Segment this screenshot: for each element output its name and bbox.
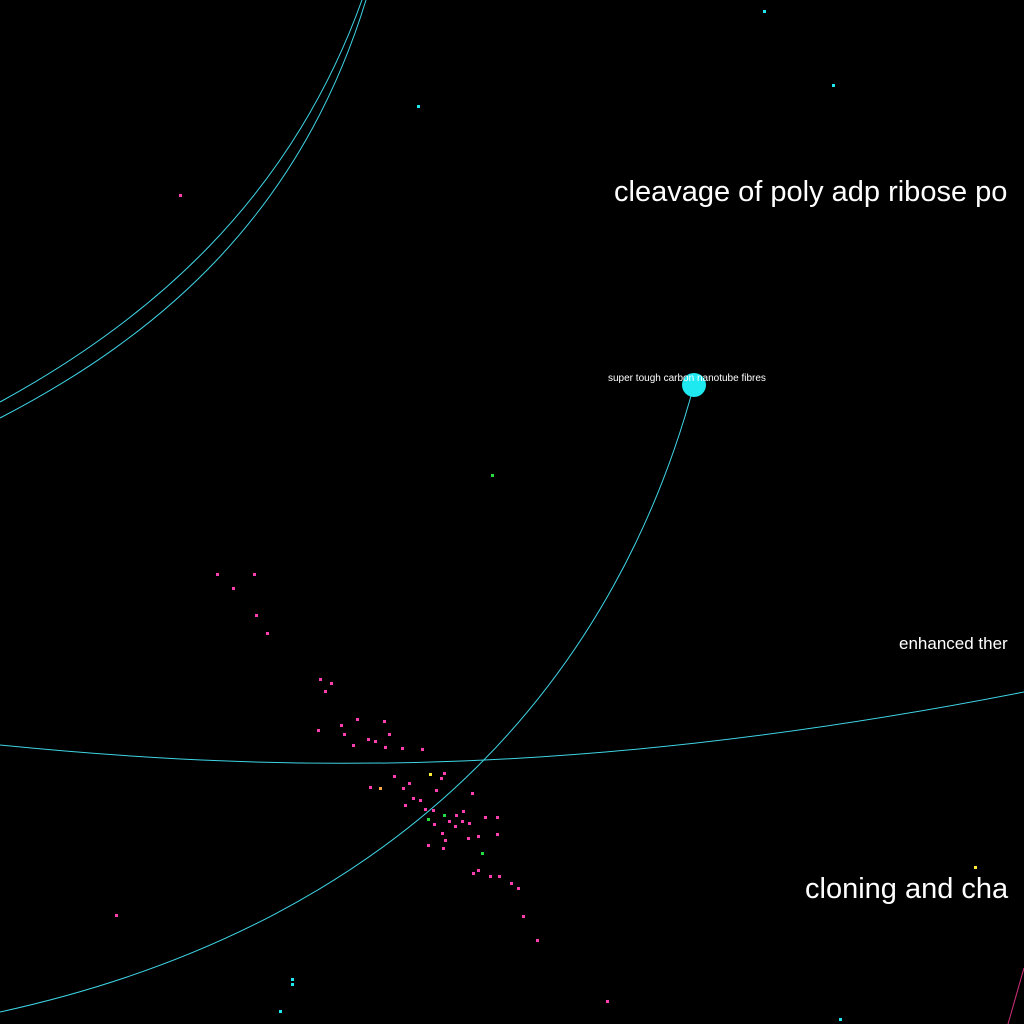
node-label-cloning: cloning and cha [805,873,1009,905]
node-dot[interactable] [441,832,444,835]
node-dot[interactable] [340,724,343,727]
node-dot[interactable] [496,833,499,836]
node-dot[interactable] [115,914,118,917]
node-dot[interactable] [393,775,396,778]
edge-nanotube-arc [0,384,695,1013]
node-label-cleavage: cleavage of poly adp ribose po [614,176,1007,208]
node-dot[interactable] [443,814,446,817]
node-dot[interactable] [455,814,458,817]
node-dot[interactable] [763,10,766,13]
node-dot[interactable] [419,799,422,802]
node-dot[interactable] [216,573,219,576]
node-dot[interactable] [468,822,471,825]
node-dot[interactable] [522,915,525,918]
node-dot[interactable] [477,835,480,838]
node-dot[interactable] [477,869,480,872]
node-dot[interactable] [606,1000,609,1003]
node-dot[interactable] [266,632,269,635]
node-dot[interactable] [417,105,420,108]
node-dot[interactable] [489,875,492,878]
node-label-nanotube: super tough carbon nanotube fibres [608,373,766,384]
node-dot[interactable] [443,772,446,775]
node-dot[interactable] [404,804,407,807]
node-dot[interactable] [383,720,386,723]
node-dot[interactable] [356,718,359,721]
nodes-layer [115,10,977,1021]
node-dot[interactable] [279,1010,282,1013]
node-dot[interactable] [291,978,294,981]
node-dot[interactable] [317,729,320,732]
labels-layer: cleavage of poly adp ribose po super tou… [608,176,1009,905]
node-dot[interactable] [491,474,494,477]
node-dot[interactable] [481,852,484,855]
node-dot[interactable] [427,844,430,847]
node-dot[interactable] [324,690,327,693]
node-dot[interactable] [484,816,487,819]
edge-magenta-corner [1007,967,1024,1024]
edge-horizontal-arc [0,691,1024,764]
node-dot[interactable] [424,808,427,811]
node-dot[interactable] [253,573,256,576]
node-nanotube-hub[interactable] [682,373,706,397]
node-dot[interactable] [379,787,382,790]
node-dot[interactable] [429,773,432,776]
node-dot[interactable] [442,847,445,850]
node-dot[interactable] [498,875,501,878]
node-dot[interactable] [536,939,539,942]
node-dot[interactable] [412,797,415,800]
node-dot[interactable] [472,872,475,875]
node-dot[interactable] [448,820,451,823]
node-dot[interactable] [384,746,387,749]
node-dot[interactable] [440,777,443,780]
node-dot[interactable] [291,983,294,986]
node-label-enhanced: enhanced ther [899,634,1008,653]
node-dot[interactable] [432,809,435,812]
node-dot[interactable] [974,866,977,869]
node-dot[interactable] [330,682,333,685]
node-dot[interactable] [517,887,520,890]
node-dot[interactable] [461,820,464,823]
edge-top-left-arc-outer [0,0,363,403]
node-dot[interactable] [832,84,835,87]
node-dot[interactable] [255,614,258,617]
edge-top-left-arc-inner [0,0,367,419]
node-dot[interactable] [510,882,513,885]
node-dot[interactable] [401,747,404,750]
node-dot[interactable] [467,837,470,840]
node-dot[interactable] [232,587,235,590]
node-dot[interactable] [435,789,438,792]
node-dot[interactable] [343,733,346,736]
node-dot[interactable] [374,740,377,743]
node-dot[interactable] [388,733,391,736]
node-dot[interactable] [427,818,430,821]
node-dot[interactable] [352,744,355,747]
node-dot[interactable] [408,782,411,785]
node-dot[interactable] [496,816,499,819]
node-dot[interactable] [471,792,474,795]
node-dot[interactable] [433,823,436,826]
node-dot[interactable] [179,194,182,197]
node-dot[interactable] [367,738,370,741]
node-dot[interactable] [444,839,447,842]
node-dot[interactable] [454,825,457,828]
node-dot[interactable] [421,748,424,751]
node-dot[interactable] [319,678,322,681]
node-dot[interactable] [402,787,405,790]
node-dot[interactable] [369,786,372,789]
node-dot[interactable] [839,1018,842,1021]
node-dot[interactable] [462,810,465,813]
